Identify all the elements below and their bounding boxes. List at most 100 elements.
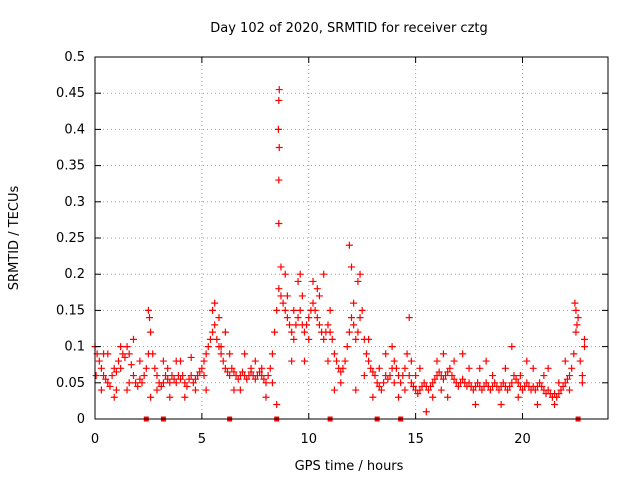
data-point [350, 321, 358, 329]
data-point [544, 364, 552, 372]
data-point [230, 386, 238, 394]
data-point [217, 343, 225, 351]
data-point [136, 357, 144, 365]
data-point [431, 375, 439, 383]
data-point [491, 379, 499, 387]
data-point [397, 379, 405, 387]
data-point [132, 379, 140, 387]
data-point [566, 386, 574, 394]
data-point [136, 375, 144, 383]
data-point [264, 372, 272, 380]
data-point [181, 393, 189, 401]
data-point [112, 386, 120, 394]
data-point [348, 263, 355, 271]
data-point [580, 343, 588, 351]
data-point [377, 386, 385, 394]
data-point [448, 372, 456, 380]
data-point [459, 350, 467, 358]
x-tick-label: 20 [514, 432, 531, 447]
data-point [380, 379, 388, 387]
y-tick-label: 0.1 [64, 340, 85, 355]
data-point [514, 393, 522, 401]
data-point [189, 379, 197, 387]
data-point [166, 379, 174, 387]
data-point [279, 299, 287, 307]
data-point [409, 382, 417, 390]
data-point [115, 357, 123, 365]
data-point [382, 350, 390, 358]
x-tick-label: 10 [300, 432, 317, 447]
data-point [388, 343, 396, 351]
data-point [352, 386, 360, 394]
data-point [198, 364, 206, 372]
data-point [414, 390, 422, 398]
data-point [283, 292, 291, 300]
data-point [551, 401, 559, 409]
data-point [125, 379, 133, 387]
y-tick-label: 0.05 [56, 376, 85, 391]
data-point [106, 382, 114, 390]
data-point [356, 314, 364, 322]
data-point [324, 357, 332, 365]
data-point [399, 372, 407, 380]
data-point [149, 350, 157, 358]
data-point [573, 321, 581, 329]
data-point [275, 285, 283, 293]
data-point [147, 393, 155, 401]
data-point [341, 357, 349, 365]
data-point [561, 379, 569, 387]
data-point [281, 270, 289, 278]
data-point [424, 386, 432, 394]
data-point [305, 335, 313, 343]
data-point [384, 375, 392, 383]
data-point [313, 314, 321, 322]
data-point [209, 328, 217, 336]
y-tick-label: 0.25 [56, 231, 85, 246]
data-point [146, 314, 154, 322]
data-point [164, 364, 172, 372]
data-point [298, 292, 306, 300]
data-point [371, 372, 379, 380]
data-point [544, 386, 552, 394]
data-point [469, 386, 477, 394]
data-point [437, 386, 445, 394]
x-tick-label: 5 [198, 432, 206, 447]
data-point [215, 314, 223, 322]
data-point [444, 368, 452, 376]
y-tick-label: 0.2 [64, 267, 85, 282]
data-point [367, 364, 375, 372]
data-point [236, 386, 244, 394]
data-point [407, 379, 415, 387]
data-point [360, 372, 368, 380]
data-point [294, 314, 302, 322]
data-point [358, 306, 366, 314]
data-point [572, 306, 580, 314]
data-point [268, 379, 276, 387]
data-point [283, 314, 291, 322]
data-point [125, 350, 133, 358]
data-point [444, 393, 452, 401]
data-point [330, 386, 338, 394]
data-point [200, 357, 208, 365]
data-point [187, 353, 195, 361]
data-point [187, 372, 195, 380]
data-point [153, 372, 161, 380]
x-axis-label: GPS time / hours [295, 459, 404, 474]
data-point [164, 375, 172, 383]
data-point [153, 386, 161, 394]
data-point [177, 375, 184, 383]
data-point [497, 401, 505, 409]
data-point [439, 375, 447, 383]
y-axis-label: SRMTID / TECUs [7, 186, 22, 291]
data-point [191, 375, 199, 383]
data-point [512, 375, 520, 383]
data-point [110, 393, 118, 401]
data-point [345, 241, 353, 249]
data-point [247, 364, 255, 372]
data-point [100, 372, 108, 380]
data-point [459, 375, 467, 383]
data-point [290, 306, 298, 314]
data-point [159, 357, 167, 365]
y-tick-label: 0.15 [56, 303, 85, 318]
data-point [181, 379, 189, 387]
